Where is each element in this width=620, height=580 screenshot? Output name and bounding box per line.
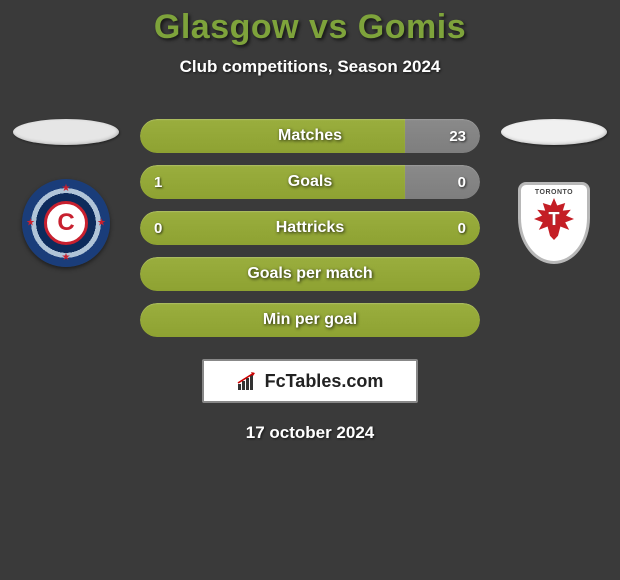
subtitle: Club competitions, Season 2024 — [0, 57, 620, 77]
brand-link[interactable]: FcTables.com — [202, 359, 418, 403]
stat-bar-right: 23 — [405, 119, 480, 153]
stat-bar: 10Goals — [140, 165, 480, 199]
chicago-fire-logo: ★ ★ ★ ★ C — [22, 179, 110, 267]
main-row: ★ ★ ★ ★ C 23Matches10Goals00HattricksGoa… — [0, 119, 620, 337]
right-club-badge[interactable]: TORONTO T — [510, 179, 598, 267]
date-text: 17 october 2024 — [246, 423, 375, 443]
left-ellipse — [13, 119, 119, 145]
stat-bar-right: 0 — [405, 165, 480, 199]
maple-leaf-icon: T — [534, 198, 574, 240]
toronto-fc-logo: TORONTO T — [510, 179, 598, 267]
stat-bar: 23Matches — [140, 119, 480, 153]
chicago-fire-letter: C — [44, 201, 88, 245]
stat-bar-full: 00 — [140, 211, 480, 245]
bar-chart-icon — [237, 371, 259, 391]
right-ellipse — [501, 119, 607, 145]
tfc-letter: T — [549, 209, 560, 230]
stat-bar: Goals per match — [140, 257, 480, 291]
star-icon: ★ — [62, 252, 71, 263]
stat-left-value: 0 — [154, 211, 162, 245]
left-column: ★ ★ ★ ★ C — [10, 119, 122, 267]
tfc-shield: TORONTO T — [518, 182, 590, 264]
stat-bar-left: 1 — [140, 165, 405, 199]
star-icon: ★ — [62, 183, 71, 194]
stat-bar-full — [140, 303, 480, 337]
stats-bars: 23Matches10Goals00HattricksGoals per mat… — [140, 119, 480, 337]
stat-bar-left — [140, 119, 405, 153]
stat-bar: Min per goal — [140, 303, 480, 337]
star-icon: ★ — [26, 218, 35, 229]
footer: FcTables.com 17 october 2024 — [0, 359, 620, 443]
right-column: TORONTO T — [498, 119, 610, 267]
page-title: Glasgow vs Gomis — [0, 8, 620, 47]
brand-text: FcTables.com — [265, 371, 384, 392]
star-icon: ★ — [97, 218, 106, 229]
left-club-badge[interactable]: ★ ★ ★ ★ C — [22, 179, 110, 267]
stat-right-value: 0 — [458, 211, 466, 245]
stat-bar-full — [140, 257, 480, 291]
widget-container: Glasgow vs Gomis Club competitions, Seas… — [0, 0, 620, 443]
stat-bar: 00Hattricks — [140, 211, 480, 245]
tfc-top-text: TORONTO — [535, 189, 573, 196]
